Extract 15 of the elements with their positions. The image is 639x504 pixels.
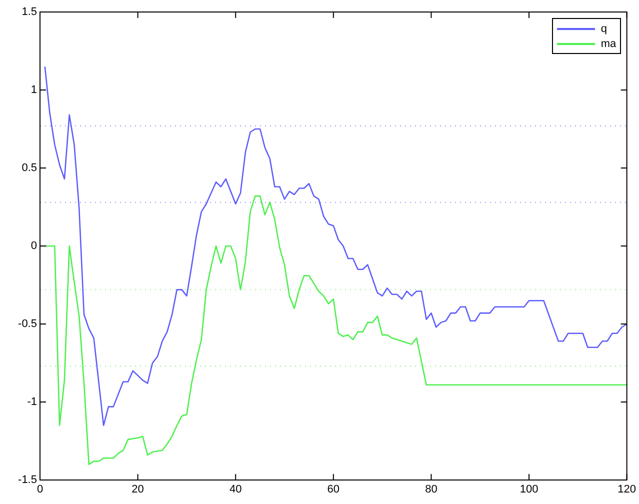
y-tick-label: 0.5 <box>22 162 37 174</box>
x-tick-label: 120 <box>618 484 636 496</box>
x-tick-label: 40 <box>229 484 242 496</box>
y-tick-label: 1 <box>30 84 37 96</box>
x-tick-label: 100 <box>520 484 538 496</box>
x-tick-label: 20 <box>132 484 144 496</box>
x-tick-label: 60 <box>327 484 340 496</box>
y-tick-label: 0 <box>30 240 37 252</box>
legend-label: q <box>600 22 607 34</box>
x-tick-label: 80 <box>425 484 438 496</box>
y-tick-label: -1.5 <box>18 474 37 486</box>
legend-label: ma <box>600 38 616 50</box>
y-tick-label: 1.5 <box>22 6 37 18</box>
y-tick-label: -0.5 <box>18 318 37 330</box>
y-tick-label: -1 <box>27 396 37 408</box>
